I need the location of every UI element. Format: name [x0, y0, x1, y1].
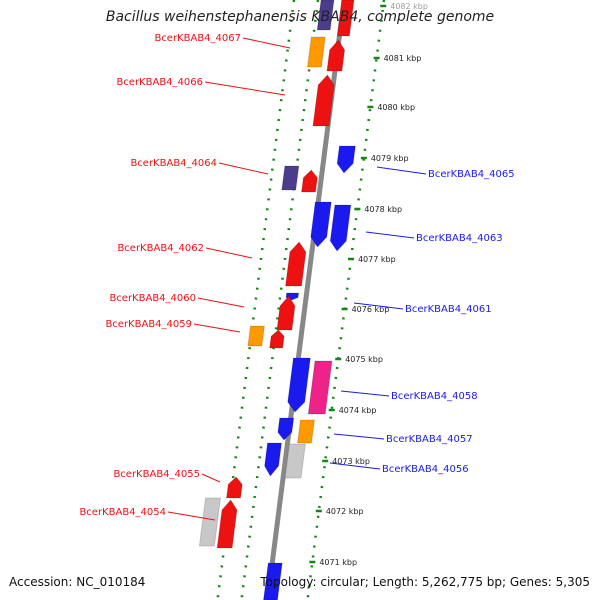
gene-feature[interactable] [326, 39, 346, 72]
leader-line [376, 166, 427, 175]
gene-feature[interactable] [336, 145, 356, 174]
scale-label: 4076 kbp [352, 305, 390, 314]
gene-feature[interactable] [269, 329, 285, 349]
gene-label-forward[interactable]: BcerKBAB4_4054 [79, 507, 166, 518]
scale-label: 4082 kbp [390, 2, 428, 11]
gene-label-reverse[interactable]: BcerKBAB4_4061 [405, 304, 492, 315]
gene-feature[interactable] [281, 165, 300, 191]
leader-line [340, 390, 390, 397]
gene-label-forward[interactable]: BcerKBAB4_4064 [130, 158, 217, 169]
gene-label-forward[interactable]: BcerKBAB4_4060 [109, 293, 196, 304]
gene-feature[interactable] [296, 419, 316, 444]
gene-feature[interactable] [216, 499, 238, 549]
gene-feature[interactable] [198, 497, 222, 547]
leader-line [193, 323, 241, 333]
scale-label: 4074 kbp [339, 406, 377, 415]
gene-feature[interactable] [247, 325, 266, 347]
leader-line [365, 231, 415, 239]
dotted-track-left [216, 0, 296, 600]
gene-feature[interactable] [264, 442, 283, 477]
gene-label-forward[interactable]: BcerKBAB4_4055 [113, 469, 200, 480]
gene-feature[interactable] [310, 201, 332, 248]
gene-label-forward[interactable]: BcerKBAB4_4067 [154, 33, 241, 44]
gene-feature[interactable] [336, 0, 355, 37]
gene-feature[interactable] [312, 74, 335, 127]
topology-text: Topology: circular; Length: 5,262,775 bp… [260, 575, 590, 589]
gene-feature[interactable] [284, 241, 307, 287]
gene-label-forward[interactable]: BcerKBAB4_4062 [117, 243, 204, 254]
gene-feature[interactable] [262, 562, 283, 600]
gene-label-reverse[interactable]: BcerKBAB4_4063 [416, 233, 503, 244]
scale-label: 4077 kbp [358, 255, 396, 264]
gene-label-reverse[interactable]: BcerKBAB4_4057 [386, 434, 473, 445]
scale-label: 4071 kbp [319, 558, 357, 567]
scale-label: 4078 kbp [364, 205, 402, 214]
scale-label: 4080 kbp [377, 103, 415, 112]
gene-label-reverse[interactable]: BcerKBAB4_4058 [391, 391, 478, 402]
gene-feature[interactable] [277, 417, 295, 441]
gene-label-forward[interactable]: BcerKBAB4_4059 [105, 319, 192, 330]
gene-feature[interactable] [300, 169, 318, 193]
scale-label: 4073 kbp [332, 457, 370, 466]
leader-line [242, 37, 291, 49]
leader-line [205, 247, 253, 259]
gene-feature[interactable] [307, 360, 333, 415]
dotted-track-right [306, 0, 386, 600]
dotted-track-inner [240, 0, 320, 600]
gene-feature[interactable] [316, 0, 335, 31]
gene-label-reverse[interactable]: BcerKBAB4_4056 [382, 464, 469, 475]
scale-label: 4081 kbp [384, 54, 422, 63]
gene-feature[interactable] [284, 443, 306, 479]
gene-label-reverse[interactable]: BcerKBAB4_4065 [428, 169, 515, 180]
accession-text: Accession: NC_010184 [9, 575, 146, 589]
leader-line [333, 433, 385, 440]
leader-line [201, 473, 221, 483]
leader-line [218, 162, 269, 175]
gene-feature[interactable] [306, 36, 326, 68]
scale-label: 4075 kbp [345, 355, 383, 364]
gene-feature[interactable] [287, 357, 311, 413]
scale-label: 4079 kbp [371, 154, 409, 163]
leader-line [353, 302, 404, 310]
genome-title: Bacillus weihenstephanensis KBAB4, compl… [105, 9, 495, 25]
leader-line [197, 297, 245, 308]
scale-label: 4072 kbp [326, 507, 364, 516]
gene-feature[interactable] [225, 476, 243, 499]
leader-line [167, 511, 216, 521]
leader-line [329, 462, 381, 470]
gene-feature[interactable] [276, 295, 296, 331]
leader-line [204, 81, 286, 96]
gene-label-forward[interactable]: BcerKBAB4_4066 [116, 77, 203, 88]
gene-feature[interactable] [329, 204, 352, 252]
